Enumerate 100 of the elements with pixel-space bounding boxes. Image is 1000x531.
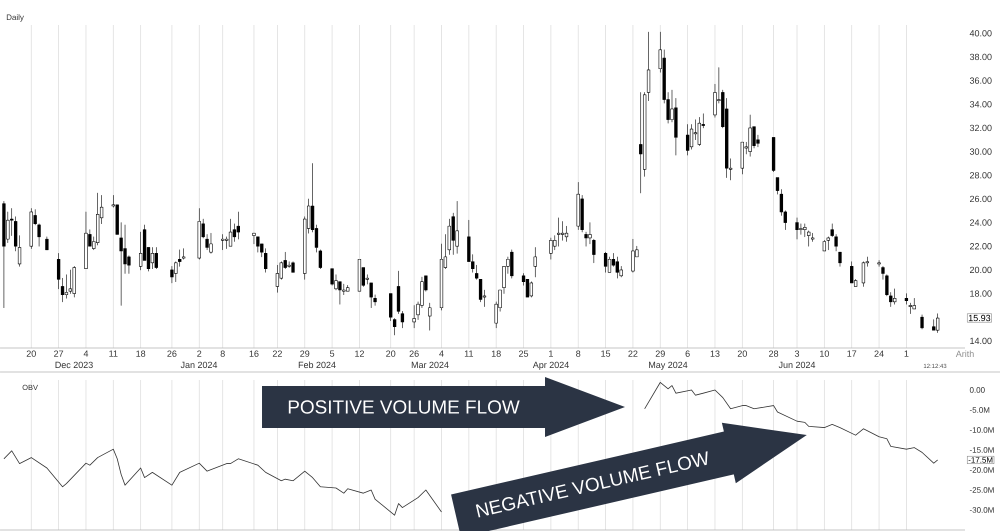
candlestick (358, 258, 362, 292)
candlestick (30, 208, 33, 249)
candlestick (698, 116, 702, 146)
text: Mar 2024 (412, 362, 449, 368)
text: Jan 2024 (180, 362, 218, 368)
x-tick-label: 20 (738, 350, 747, 357)
candlestick (389, 293, 392, 322)
candlestick (370, 282, 373, 308)
x-tick-label: 18 (136, 350, 146, 357)
y-tick-label: 32.00 (970, 124, 992, 132)
text: Dec 2023 (56, 362, 93, 368)
candlestick (37, 223, 41, 247)
candlestick (807, 230, 810, 247)
x-tick-label: 17 (847, 350, 856, 357)
candlestick (631, 238, 635, 273)
candlestick (72, 266, 76, 298)
x-tick-label: 24 (874, 350, 884, 357)
y-tick-label: 30.00 (970, 148, 992, 155)
text: Feb 2024 (298, 361, 336, 368)
x-tick-label: 12 (355, 350, 364, 357)
x-tick-label: 8 (220, 350, 225, 357)
candlestick (877, 260, 881, 267)
y-tick-label: 18.00 (970, 290, 992, 297)
x-tick-label: 11 (464, 350, 474, 357)
candlestick (150, 247, 154, 270)
x-tick-label: 16 (250, 350, 259, 357)
candlestick (276, 264, 280, 293)
candlestick (182, 248, 186, 260)
y-tick-label: 36.00 (970, 77, 992, 84)
x-tick-label: 4 (439, 350, 444, 357)
candlestick (45, 236, 49, 250)
candlestick (174, 261, 178, 282)
x-tick-label: 5 (330, 350, 334, 357)
x-tick-label: 29 (300, 350, 310, 357)
x-tick-label: 18 (492, 350, 501, 357)
candlestick (920, 314, 924, 330)
candlestick (889, 292, 892, 307)
text: Apr 2024 (532, 362, 569, 370)
candlestick (264, 248, 268, 273)
x-tick-label: 22 (628, 350, 638, 357)
annotation: POSITIVE VOLUME FLOW (288, 400, 520, 414)
x-tick-label: 20 (386, 350, 396, 357)
candlestick (795, 218, 799, 240)
candlestick (686, 124, 690, 156)
candlestick (803, 223, 806, 238)
candlestick (84, 212, 88, 270)
candlestick (236, 212, 240, 240)
candlestick (576, 182, 580, 230)
candlestick (510, 249, 514, 278)
candlestick (530, 281, 534, 298)
text: Jun 2024 (778, 362, 816, 368)
candlestick (474, 264, 478, 280)
candlestick (209, 232, 213, 254)
x-tick-label: 15 (601, 350, 610, 357)
y-tick-label: 22.00 (970, 243, 992, 250)
candlestick (748, 114, 752, 157)
y-tick-label: 20.00 (970, 266, 992, 274)
candlestick (428, 302, 432, 331)
candlestick (639, 92, 642, 194)
x-tick-label: 27 (54, 350, 64, 357)
candlestick (228, 218, 232, 247)
candlestick (154, 247, 158, 270)
x-tick-label: 26 (410, 350, 419, 357)
candlestick (392, 318, 396, 336)
x-tick-label: 8 (576, 350, 580, 357)
x-tick-label: 2 (197, 350, 202, 357)
candlestick (936, 313, 940, 333)
candlestick (330, 268, 334, 286)
candlestick (904, 293, 908, 305)
x-tick-label: 1 (549, 350, 553, 357)
x-tick-label: 1 (904, 350, 908, 357)
candlestick (850, 261, 854, 284)
y-tick-label: 24.00 (970, 219, 992, 226)
y-tick-label: 38.00 (970, 54, 992, 60)
x-tick-label: 4 (84, 350, 88, 357)
candlestick (830, 223, 834, 238)
x-tick-label: 20 (26, 350, 36, 357)
x-tick-label: 10 (820, 350, 830, 357)
y-tick-label: 14.00 (970, 338, 992, 344)
candlestick (838, 252, 842, 267)
candlestick (119, 222, 123, 306)
x-tick-label: 6 (686, 350, 690, 357)
y-tick-label: 40.00 (970, 30, 992, 36)
x-tick-label: 3 (794, 350, 800, 357)
x-tick-label: 11 (109, 350, 118, 357)
text: 15.93 (968, 314, 990, 322)
candlestick (291, 261, 295, 273)
candlestick (455, 200, 459, 254)
x-tick-label: 13 (710, 350, 720, 357)
candlestick (346, 284, 350, 292)
candlestick (604, 252, 608, 273)
candlestick (740, 142, 744, 174)
y-tick-label: 26.00 (970, 196, 992, 202)
y-tick-label: 28.00 (970, 172, 992, 178)
candlestick (549, 238, 553, 260)
candlestick (616, 256, 619, 278)
candlestick (834, 234, 838, 252)
candlestick (772, 137, 776, 172)
candlestick (198, 208, 201, 260)
y-tick-label: 34.00 (970, 101, 992, 108)
